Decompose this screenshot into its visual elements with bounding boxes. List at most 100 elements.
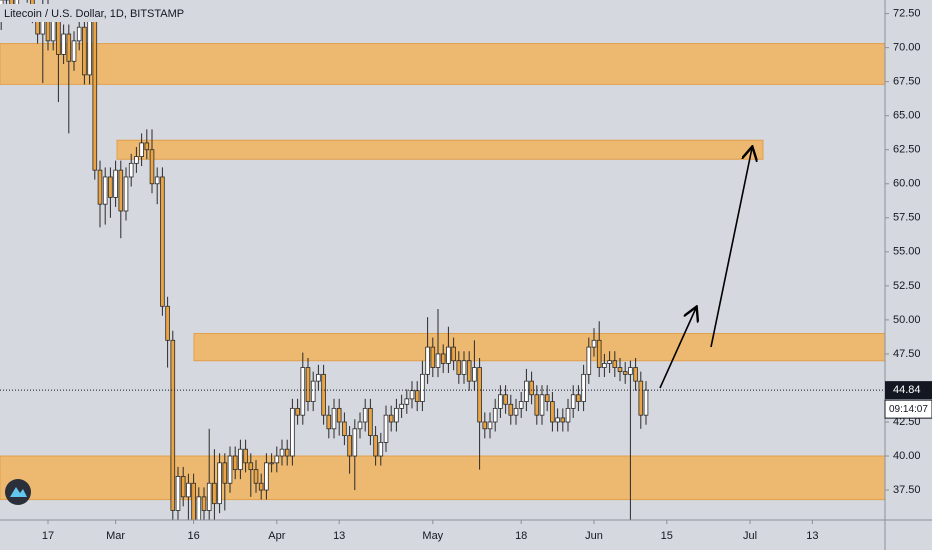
candle-body (264, 462, 269, 491)
x-tick-label: 13 (806, 530, 818, 542)
candle-body (227, 455, 233, 484)
candle-body (576, 394, 581, 402)
zone (116, 139, 764, 160)
candle-body (97, 169, 103, 205)
candle-body (602, 363, 607, 368)
candle-body (92, 20, 98, 171)
candle-body (612, 360, 618, 368)
x-tick-label: 17 (42, 530, 54, 542)
candle-body (201, 496, 207, 511)
candle-body (160, 176, 165, 307)
candle-body (524, 380, 529, 402)
candle-body (154, 176, 160, 185)
candle-body (66, 33, 72, 62)
y-tick-label: 67.50 (893, 76, 921, 88)
candle-body (305, 367, 311, 402)
y-tick-label: 50.00 (893, 314, 921, 326)
candle-body (300, 367, 306, 416)
arrow (710, 148, 752, 348)
zone (0, 455, 885, 501)
candle-body (118, 169, 124, 212)
candle-body (165, 305, 170, 341)
candle-body (128, 162, 134, 178)
candle-body (310, 380, 316, 402)
candle-body (206, 482, 212, 511)
candle-body (238, 448, 243, 471)
candle-body (76, 26, 82, 42)
candle-body (456, 360, 462, 375)
candle-body (430, 346, 436, 368)
candle-body (394, 407, 399, 423)
candle-body (388, 414, 394, 423)
candle-body (362, 407, 368, 423)
candle-body (113, 169, 118, 198)
candle-body (435, 353, 441, 368)
candle-body (560, 417, 566, 423)
candle-body (180, 476, 186, 498)
candle-body (347, 435, 352, 457)
candle-body (425, 346, 430, 375)
candle-body (222, 462, 228, 484)
candle-body (316, 373, 321, 382)
candle-body (513, 407, 519, 416)
candle-body (170, 339, 176, 511)
candle-body (144, 142, 150, 151)
candle-body (461, 360, 467, 375)
zone (0, 43, 885, 85)
x-tick-label: Jul (743, 530, 757, 542)
zones (0, 43, 885, 501)
x-tick-label: 13 (333, 530, 345, 542)
y-tick-label: 37.50 (893, 484, 921, 496)
y-tick-label: 52.50 (893, 280, 921, 292)
candle-body (196, 496, 202, 520)
candle-body (321, 373, 326, 416)
candle-body (71, 40, 77, 62)
candle-body (331, 407, 337, 430)
y-tick-label: 42.50 (893, 416, 921, 428)
candle-body (638, 380, 644, 416)
candle-body (139, 142, 144, 157)
y-tick-label: 60.00 (893, 178, 921, 190)
countdown-box (884, 399, 932, 419)
candle-body (492, 407, 498, 423)
candle-body (544, 394, 550, 402)
candle-body (581, 373, 586, 402)
y-tick-label: 70.00 (893, 42, 921, 54)
candle-body (446, 346, 451, 364)
candle-body (550, 401, 555, 423)
candle-body (342, 421, 347, 437)
candle-body (378, 442, 384, 457)
candle-body (352, 428, 358, 457)
candle-body (440, 353, 446, 364)
y-tick-label: 55.00 (893, 246, 921, 258)
y-tick-label: 57.50 (893, 212, 921, 224)
logo-mark (10, 487, 27, 497)
title-bg (0, 4, 158, 22)
candle-body (570, 394, 576, 409)
candle-body (82, 26, 87, 76)
y-tick-label: 72.50 (893, 8, 921, 20)
candle-body (191, 482, 196, 520)
candle-body (149, 149, 155, 185)
x-tick-label: 16 (187, 530, 199, 542)
candle-body (102, 176, 108, 205)
candle-body (274, 455, 280, 464)
candle-body (472, 367, 477, 382)
candle-body (290, 407, 295, 457)
x-tick-label: Jun (585, 530, 603, 542)
candle-body (643, 389, 649, 416)
chart-title: Litecoin / U.S. Dollar, 1D, BITSTAMP (4, 8, 184, 20)
candle-body (357, 421, 363, 430)
candle-body (243, 448, 248, 464)
candle-body (622, 371, 628, 375)
candle-body (591, 339, 597, 348)
last-price-box (885, 381, 932, 400)
candles (0, 0, 649, 520)
candle-body (518, 401, 524, 409)
candle-body (555, 417, 560, 423)
candle-body (87, 20, 92, 76)
candle-body (108, 176, 113, 198)
candle-body (420, 373, 425, 402)
candle-body (409, 390, 415, 400)
